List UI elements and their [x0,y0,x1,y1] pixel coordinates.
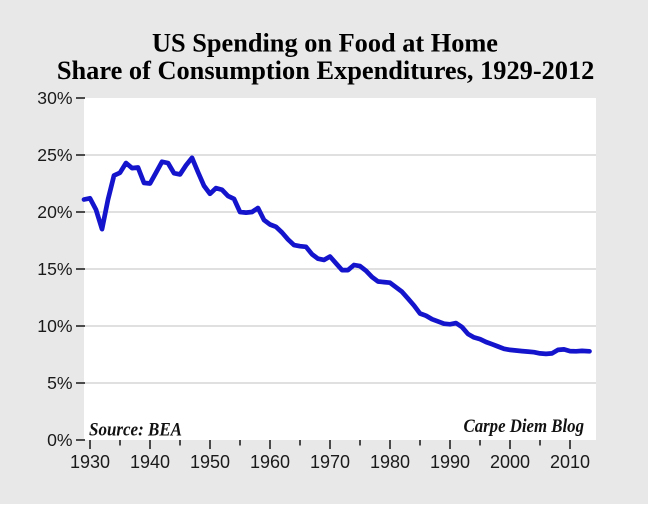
svg-text:2010: 2010 [550,452,590,472]
svg-text:0%: 0% [47,430,73,450]
svg-text:1930: 1930 [70,452,110,472]
svg-text:Share of Consumption Expenditu: Share of Consumption Expenditures, 1929-… [57,56,595,85]
svg-text:25%: 25% [37,145,73,165]
svg-text:30%: 30% [37,88,73,108]
svg-text:Carpe Diem Blog: Carpe Diem Blog [464,417,585,437]
svg-text:15%: 15% [37,259,73,279]
svg-text:US Spending on Food at Home: US Spending on Food at Home [152,28,498,57]
svg-text:10%: 10% [37,316,73,336]
svg-text:1970: 1970 [310,452,350,472]
svg-text:1980: 1980 [370,452,410,472]
svg-text:1990: 1990 [430,452,470,472]
svg-text:1940: 1940 [130,452,170,472]
svg-text:1960: 1960 [250,452,290,472]
svg-text:1950: 1950 [190,452,230,472]
svg-text:2000: 2000 [490,452,530,472]
svg-text:5%: 5% [47,373,73,393]
svg-text:20%: 20% [37,202,73,222]
svg-text:Source: BEA: Source: BEA [89,421,182,441]
